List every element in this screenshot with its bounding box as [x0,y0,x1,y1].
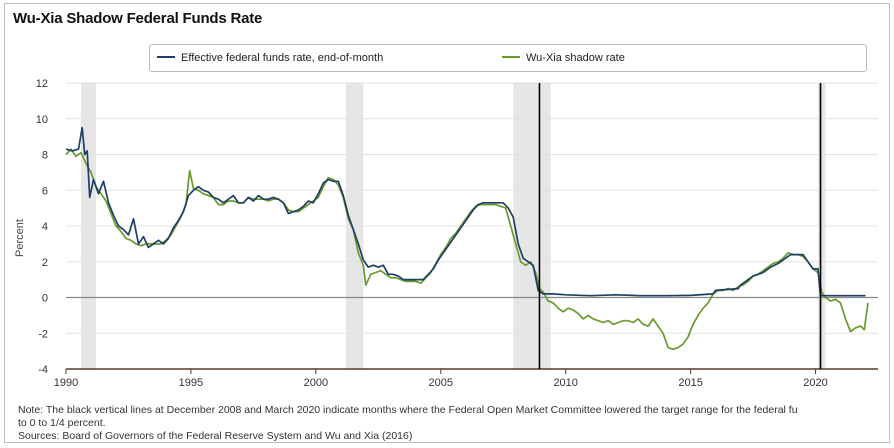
series-line-fed-funds [65,126,866,297]
note-line-2: to 0 to 1/4 percent. [18,417,106,429]
chart-title: Wu-Xia Shadow Federal Funds Rate [13,10,263,27]
y-tick-label: 8 [42,150,48,162]
legend-swatch-shadow-rate [502,56,520,59]
x-tick-label: 1990 [54,377,78,389]
y-tick-label: 2 [42,257,48,269]
series-line-shadow-rate [65,148,869,351]
y-tick-label: 0 [42,293,48,305]
sources-line: Sources: Board of Governors of the Feder… [18,430,413,442]
y-tick-label: -2 [38,328,48,340]
legend-item-fed-funds[interactable]: Effective federal funds rate, end-of-mon… [157,52,383,64]
legend-swatch-fed-funds [157,56,175,59]
legend-label-fed-funds: Effective federal funds rate, end-of-mon… [181,52,384,64]
legend-item-shadow-rate[interactable]: Wu-Xia shadow rate [502,52,625,64]
x-tick-label: 2020 [803,377,827,389]
y-tick-label: 12 [36,78,48,90]
note-line-1: Note: The black vertical lines at Decemb… [18,404,798,416]
y-tick-label: 4 [42,221,48,233]
x-tick-label: 2000 [304,377,328,389]
y-tick-label: -4 [38,364,48,376]
x-tick-label: 2015 [678,377,702,389]
x-tick-label: 1995 [179,377,203,389]
y-tick-label: 6 [42,185,48,197]
y-tick-label: 10 [36,114,48,126]
legend-label-shadow-rate: Wu-Xia shadow rate [526,52,625,64]
x-tick-label: 2005 [429,377,453,389]
x-tick-label: 2010 [553,377,577,389]
legend: Effective federal funds rate, end-of-mon… [149,44,867,72]
